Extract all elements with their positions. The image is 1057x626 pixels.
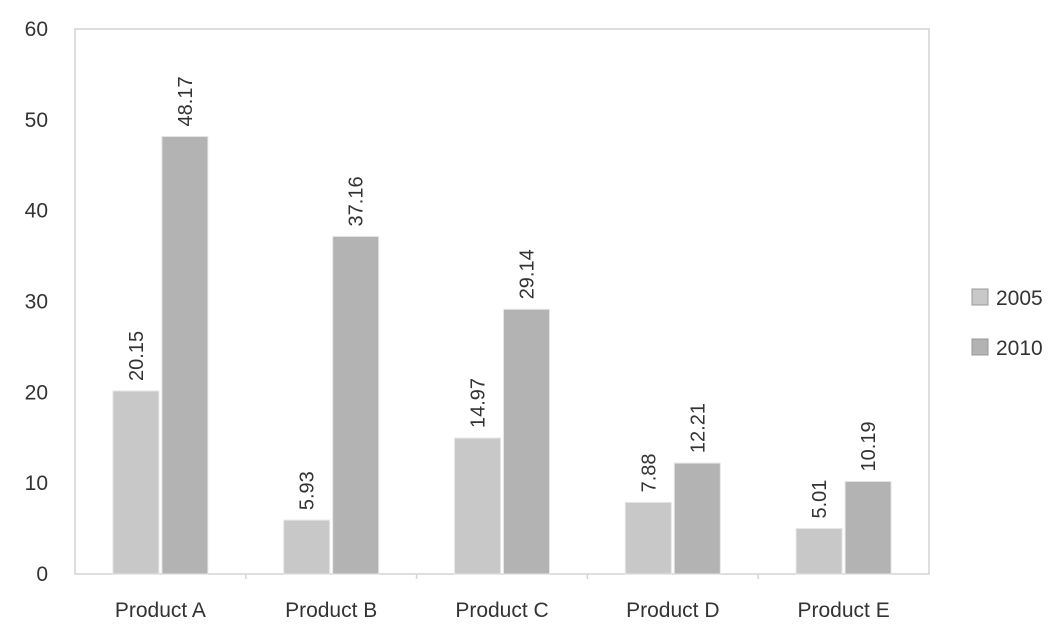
- data-label-2005-product-b: 5.93: [297, 471, 319, 510]
- data-label-2010-product-e: 10.19: [858, 421, 880, 471]
- x-axis-ticks: [245, 574, 759, 579]
- bar-2010-product-b: [332, 235, 380, 575]
- bars-group: [112, 135, 892, 575]
- data-label-2005-product-e: 5.01: [809, 480, 831, 519]
- data-label-2010-product-b: 37.16: [346, 176, 368, 226]
- data-labels-group: 20.15 48.17 5.93 37.16 14.97 29.14 7.88 12.21 5.…: [126, 76, 880, 518]
- x-tick-label-4: Product E: [797, 599, 889, 622]
- bar-2010-product-d: [673, 462, 721, 575]
- data-label-2010-product-d: 12.21: [687, 403, 709, 453]
- y-tick-label-0: 0: [36, 563, 48, 586]
- plot-frame: [74, 28, 930, 575]
- y-tick-label-4: 40: [25, 200, 48, 223]
- data-label-2005-product-c: 14.97: [468, 378, 490, 428]
- bar-2010-product-e: [844, 480, 892, 575]
- bar-2010-product-a: [161, 135, 209, 575]
- bar-2005-product-e: [795, 527, 843, 575]
- x-tick-label-0: Product A: [115, 599, 206, 622]
- data-label-2010-product-c: 29.14: [517, 249, 539, 299]
- legend-label-2005: 2005: [996, 287, 1043, 310]
- y-tick-label-5: 50: [25, 109, 48, 132]
- data-label-2005-product-d: 7.88: [638, 453, 660, 492]
- y-axis: 0 10 20 30 40 50 60: [25, 18, 48, 586]
- y-tick-label-6: 60: [25, 18, 48, 41]
- bar-2005-product-d: [624, 501, 672, 575]
- bar-2005-product-a: [112, 390, 160, 575]
- data-label-2005-product-a: 20.15: [126, 331, 148, 381]
- x-tick-label-2: Product C: [455, 599, 548, 622]
- y-tick-label-3: 30: [25, 291, 48, 314]
- y-tick-label-1: 10: [25, 472, 48, 495]
- bar-2010-product-c: [503, 308, 550, 575]
- legend: 2005 2010: [971, 287, 1043, 360]
- x-tick-label-1: Product B: [285, 599, 377, 622]
- x-tick-label-3: Product D: [626, 599, 719, 622]
- legend-label-2010: 2010: [996, 337, 1043, 360]
- legend-swatch-2005: [971, 288, 989, 306]
- bar-2005-product-b: [283, 519, 331, 575]
- data-label-2010-product-a: 48.17: [175, 76, 197, 126]
- y-tick-label-2: 20: [25, 381, 48, 404]
- legend-swatch-2010: [971, 338, 989, 356]
- bar-2005-product-c: [454, 437, 501, 575]
- x-axis: Product A Product B Product C Product D Prod…: [115, 599, 890, 622]
